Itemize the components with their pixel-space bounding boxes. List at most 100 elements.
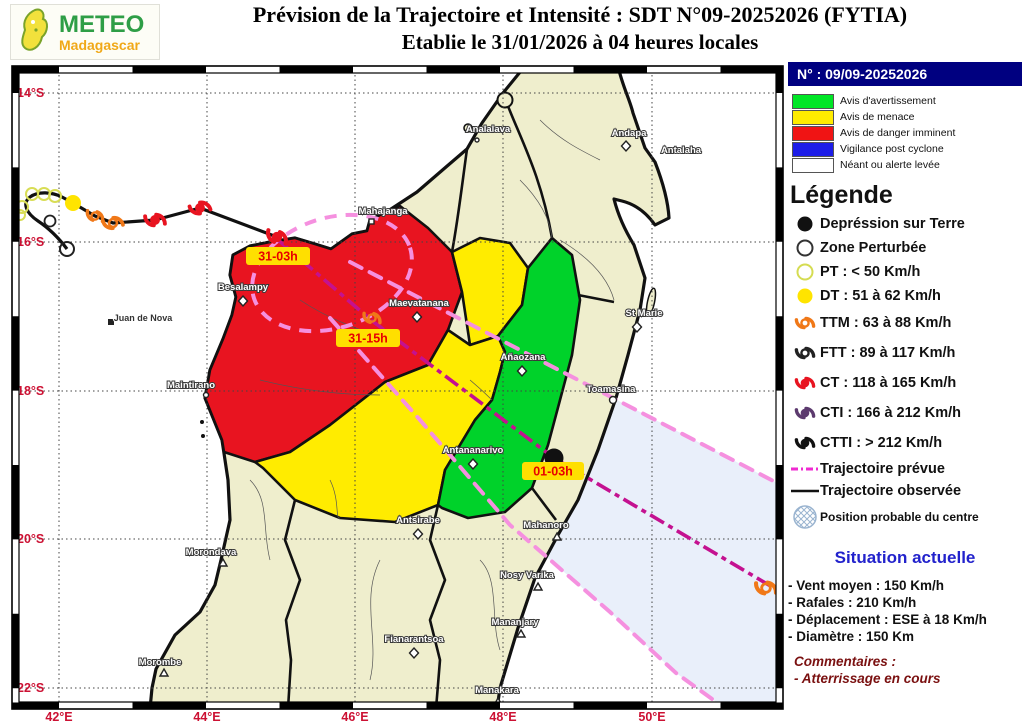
situation-line-gusts: - Rafales : 210 Km/h (788, 595, 917, 610)
landfall-probability-ellipse (250, 212, 414, 334)
madagascar-island-icon (21, 8, 48, 51)
city-label: Antananarivo (443, 445, 504, 456)
alert-swatch-white (792, 157, 834, 173)
track-time-labels: 31-03h 31-15h 01-03h (246, 247, 584, 480)
legend-item: CTTI : > 212 Km/h (790, 428, 1024, 458)
legend-label: CTI : 166 à 212 Km/h (820, 405, 962, 421)
legend-label: DT : 51 à 62 Km/h (820, 288, 941, 304)
alert-swatch-blue (792, 141, 834, 157)
legend-label: CTTI : > 212 Km/h (820, 435, 943, 451)
situation-title: Situation actuelle (834, 548, 976, 567)
city-label: Fianarantsoa (384, 634, 444, 645)
city-label: Morondava (186, 547, 237, 558)
province-borders (283, 92, 615, 708)
st-marie-island (645, 287, 657, 317)
city-label: St Marie (626, 308, 663, 319)
city-label: Manakara (475, 685, 520, 696)
alert-regions (203, 204, 582, 524)
city-label: Mahajanga (358, 206, 408, 217)
legend-item: Trajectoire prévue (790, 458, 1024, 480)
comment-line: - Atterrissage en cours (794, 671, 941, 686)
legend-item: CTI : 166 à 212 Km/h (790, 398, 1024, 428)
alert-swatch-red (792, 125, 834, 141)
legend-item: Position probable du centre (790, 502, 1024, 532)
lat-label: 22°S (17, 681, 44, 695)
zone-perturbee-symbol (59, 241, 75, 257)
city-label: Mananjary (492, 617, 540, 628)
header: METEO Madagascar Prévision de la Traject… (0, 0, 1024, 62)
page-title: Prévision de la Trajectoire et Intensité… (140, 2, 1020, 55)
alert-row: Néant ou alerte levée (792, 157, 1024, 173)
alert-label: Avis de menace (840, 111, 915, 123)
alert-row: Avis de menace (792, 109, 1024, 125)
forecast-track-icon (790, 464, 820, 474)
graticule (13, 67, 782, 708)
city-label: Maintirano (167, 380, 215, 391)
nosy-be-island (496, 91, 514, 109)
city-label: Nosy Varika (500, 570, 555, 581)
observed-track-line (24, 191, 278, 250)
legend-item: Trajectoire observée (790, 480, 1024, 502)
pt-symbol (48, 189, 62, 203)
legend-label: PT : < 50 Km/h (820, 264, 921, 280)
longitude-labels: 42°E 44°E 46°E 48°E 50°E (45, 710, 665, 724)
city-label: Mahanoro (523, 520, 569, 531)
alert-row: Avis d'avertissement (792, 93, 1024, 109)
logo-text-madagascar: Madagascar (59, 36, 140, 53)
depression-terre-icon (790, 213, 820, 235)
ttm-icon (790, 309, 820, 337)
meteo-madagascar-logo: METEO Madagascar (10, 4, 160, 60)
legend-label: Zone Perturbée (820, 240, 927, 256)
legend-label: Depréssion sur Terre (820, 216, 965, 232)
alert-swatch-yellow (792, 109, 834, 125)
dt-icon (790, 285, 820, 307)
dt-symbol (65, 195, 81, 211)
alert-label: Avis de danger imminent (840, 127, 956, 139)
small-islands (108, 91, 657, 438)
pt-icon (790, 261, 820, 283)
alert-swatch-green (792, 93, 834, 109)
lon-label: 50°E (638, 710, 665, 724)
city-label: Besalampy (218, 282, 269, 293)
lat-label: 20°S (17, 532, 44, 546)
ftt-icon (790, 339, 820, 367)
city-labels: Analalava Andapa Antalaha Mahajanga Besa… (113, 123, 703, 697)
city-label: Toamasina (587, 384, 637, 395)
comments-title: Commentaires : (794, 654, 897, 669)
lat-label: 18°S (17, 384, 44, 398)
title-line-2: Etablie le 31/01/2026 à 04 heures locale… (401, 30, 759, 54)
map-frame (11, 65, 784, 710)
bulletin-number: N° : 09/09-20252026 (788, 62, 1022, 86)
legend-label: Trajectoire observée (820, 483, 962, 499)
situation-line-wind: - Vent moyen : 150 Km/h (788, 578, 945, 593)
lon-label: 46°E (341, 710, 368, 724)
city-label: Morombe (139, 657, 182, 668)
title-line-1: Prévision de la Trajectoire et Intensité… (252, 2, 908, 27)
uncertainty-cone-edges (328, 260, 782, 708)
alert-label: Néant ou alerte levée (840, 159, 940, 171)
legend-title: Légende (790, 181, 893, 209)
city-label: Andapa (612, 128, 648, 139)
situation-line-movement: - Déplacement : ESE à 18 Km/h (788, 612, 987, 627)
legend-item: Depréssion sur Terre (790, 212, 1024, 236)
city-label: Juan de Nova (114, 313, 174, 323)
juan-de-nova-island (108, 319, 114, 325)
cti-icon (790, 399, 820, 427)
legend-label: Position probable du centre (820, 510, 979, 524)
zone-perturbee-symbol (43, 214, 57, 228)
lat-label: 14°S (17, 86, 44, 100)
legend-item: CT : 118 à 165 Km/h (790, 368, 1024, 398)
track-label: 31-03h (258, 250, 298, 264)
legend-label: CT : 118 à 165 Km/h (820, 375, 957, 391)
lon-label: 44°E (193, 710, 220, 724)
logo-text-meteo: METEO (59, 10, 145, 38)
city-label: Antalaha (661, 145, 702, 156)
lon-label: 48°E (489, 710, 516, 724)
situation-line-diameter: - Diamètre : 150 Km (788, 629, 915, 644)
position-probable-icon (790, 504, 820, 530)
alert-row: Avis de danger imminent (792, 125, 1024, 141)
alert-label: Avis d'avertissement (840, 95, 936, 107)
alert-label: Vigilance post cyclone (840, 143, 944, 155)
observed-track-icon (790, 486, 820, 496)
